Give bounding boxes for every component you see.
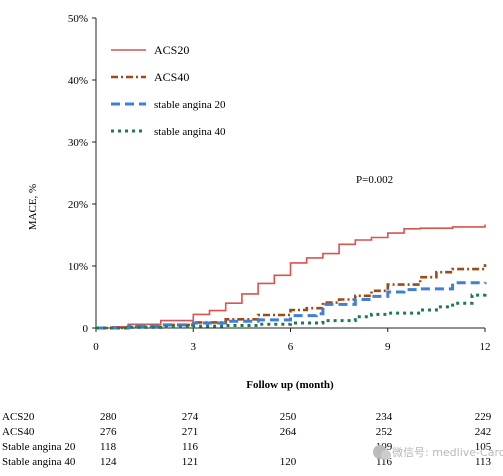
y-tick-label: 50% [68,13,88,25]
series-line-3 [96,293,487,330]
series-line-2 [96,281,487,330]
plot-area: 0 10% 20% 30% 40% 50% 0 3 6 9 12 [68,13,491,353]
y-tick-label: 40% [68,75,88,87]
p-value-annotation: P=0.002 [356,174,393,186]
watermark: 微信号: medlive-Cardiolo [373,445,503,460]
y-tick-label: 10% [68,261,88,273]
risk-table-cell: 105 [475,441,492,453]
x-tick-label: 0 [93,341,99,353]
y-tick-label: 20% [68,199,88,211]
risk-table-cell: 274 [182,411,199,423]
risk-table-cell: 234 [376,411,393,423]
risk-table-cell: 121 [182,456,199,468]
y-tick-label: 0 [83,323,89,335]
risk-table-cell: 271 [182,426,199,438]
risk-table-cell: 242 [475,426,492,438]
x-axis-label: Follow up (month) [246,379,334,391]
legend-label: stable angina 20 [154,99,226,111]
risk-table-row-label: ACS40 [2,426,35,438]
legend-label: ACS20 [154,43,189,57]
x-tick-label: 3 [191,341,197,353]
risk-table-cell: 113 [475,456,492,468]
x-tick-label: 6 [288,341,294,353]
risk-table-cell: 252 [376,426,393,438]
risk-table-cell: 276 [100,426,117,438]
risk-table-row-label: Stable angina 40 [2,456,76,468]
legend: ACS20 ACS40 stable angina 20 stable angina … [111,43,226,138]
series-line-0 [96,224,486,329]
legend-label: stable angina 40 [154,126,226,138]
risk-table-row-label: ACS20 [2,411,35,423]
x-tick-label: 12 [480,341,491,353]
risk-table-cell: 229 [475,411,492,423]
risk-table-cell: 118 [100,441,117,453]
y-tick-label: 30% [68,137,88,149]
risk-table-cell: 124 [100,456,117,468]
risk-table-cell: 116 [182,441,199,453]
x-tick-label: 9 [385,341,391,353]
risk-table-cell: 264 [280,426,297,438]
risk-table-cell: 120 [280,456,297,468]
risk-table: ACS20 280 274 250 234 229 ACS40 276 271 264 252 242… [2,411,492,468]
wechat-icon-bubble [381,450,391,460]
legend-label: ACS40 [154,70,189,84]
watermark-text: 微信号: medlive-Cardiolo [392,445,503,459]
risk-table-cell: 250 [280,411,297,423]
risk-table-cell: 280 [100,411,117,423]
y-axis-label: MACE, % [27,184,39,230]
risk-table-row-label: Stable angina 20 [2,441,76,453]
